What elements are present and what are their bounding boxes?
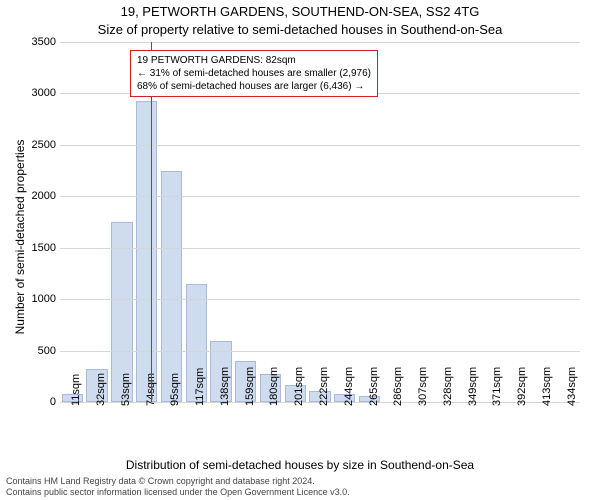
plot-area: 050010001500200025003000350011sqm32sqm53… [60, 42, 580, 402]
bar [136, 101, 157, 402]
gridline [60, 196, 580, 197]
attribution-line1: Contains HM Land Registry data © Crown c… [6, 476, 594, 487]
chart-title-line1: 19, PETWORTH GARDENS, SOUTHEND-ON-SEA, S… [0, 4, 600, 19]
attribution-text: Contains HM Land Registry data © Crown c… [0, 474, 600, 500]
gridline [60, 351, 580, 352]
y-tick-label: 2000 [16, 190, 56, 202]
annotation-line: 68% of semi-detached houses are larger (… [137, 80, 371, 93]
y-tick-label: 3000 [16, 87, 56, 99]
y-tick-label: 1000 [16, 293, 56, 305]
gridline [60, 42, 580, 43]
y-axis-label: Number of semi-detached properties [13, 87, 27, 387]
x-axis-label: Distribution of semi-detached houses by … [0, 458, 600, 472]
y-tick-label: 0 [16, 396, 56, 408]
annotation-line: ← 31% of semi-detached houses are smalle… [137, 67, 371, 80]
y-tick-label: 3500 [16, 36, 56, 48]
attribution-line2: Contains public sector information licen… [6, 487, 594, 498]
annotation-line: 19 PETWORTH GARDENS: 82sqm [137, 54, 371, 67]
property-annotation: 19 PETWORTH GARDENS: 82sqm← 31% of semi-… [130, 50, 378, 97]
gridline [60, 248, 580, 249]
gridline [60, 299, 580, 300]
y-tick-label: 2500 [16, 139, 56, 151]
chart-title-line2: Size of property relative to semi-detach… [0, 22, 600, 37]
y-tick-label: 500 [16, 345, 56, 357]
y-tick-label: 1500 [16, 242, 56, 254]
bar [161, 171, 182, 402]
gridline [60, 145, 580, 146]
